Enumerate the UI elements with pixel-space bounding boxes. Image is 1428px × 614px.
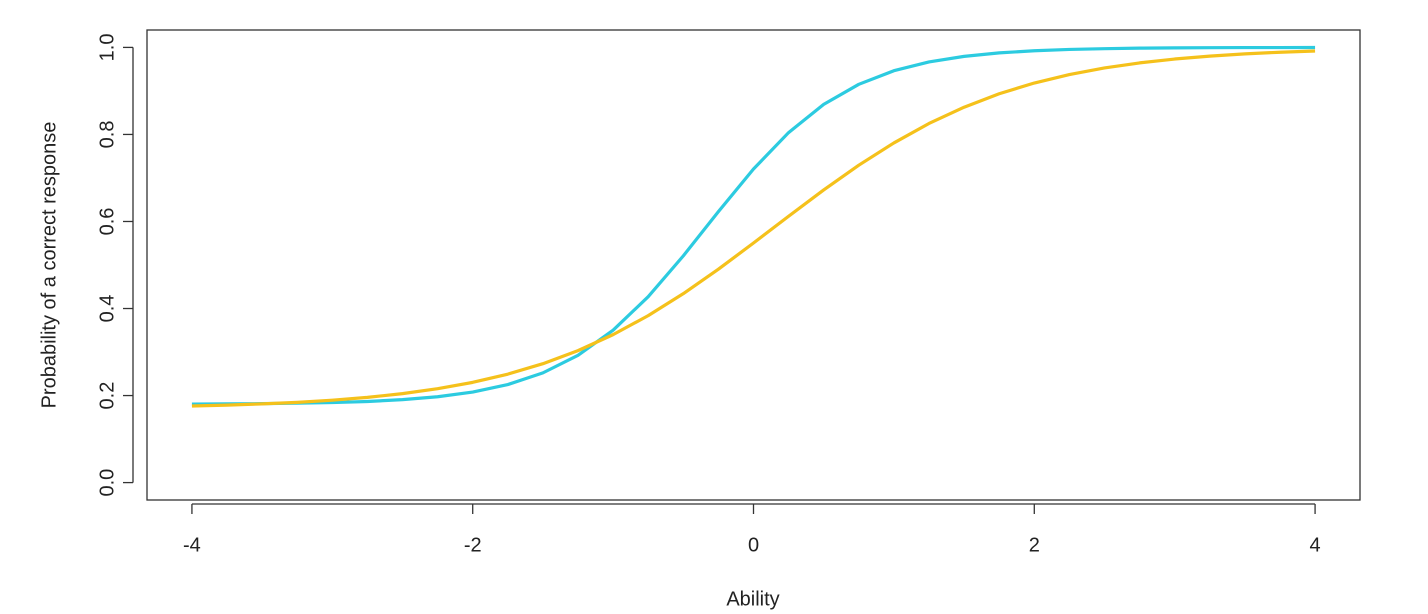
- series-line: [191, 45, 1316, 406]
- x-tick-label: 2: [1029, 534, 1040, 556]
- x-tick-label: 0: [748, 534, 759, 556]
- y-tick-label: 0.2: [96, 382, 118, 410]
- y-tick-label: 0.6: [96, 208, 118, 236]
- series-line: [191, 49, 1316, 408]
- y-tick-label: 0.0: [96, 469, 118, 497]
- x-tick-label: -4: [183, 534, 201, 556]
- y-tick-label: 1.0: [96, 34, 118, 62]
- x-axis-label: Ability: [726, 588, 779, 610]
- plot-frame: [146, 29, 1361, 501]
- x-tick-label: -2: [464, 534, 482, 556]
- y-tick-label: 0.4: [96, 295, 118, 323]
- x-tick-label: 4: [1310, 534, 1321, 556]
- y-axis-label: Probability of a correct response: [38, 122, 60, 409]
- y-tick-label: 0.8: [96, 121, 118, 149]
